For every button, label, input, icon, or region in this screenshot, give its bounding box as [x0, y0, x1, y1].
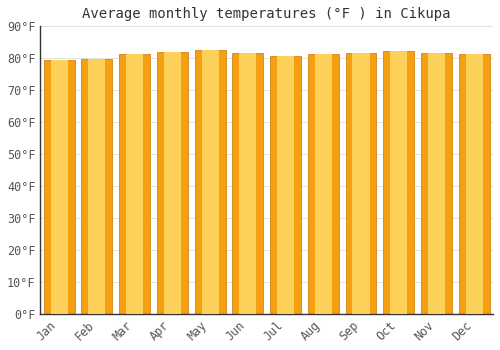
Bar [428, 54, 445, 314]
Bar [240, 53, 256, 314]
Bar [390, 51, 407, 314]
Bar [157, 52, 188, 314]
Bar [346, 54, 376, 314]
Bar [164, 52, 181, 314]
Bar [277, 56, 294, 314]
Bar [466, 54, 482, 314]
Bar [82, 59, 112, 314]
Bar [202, 50, 218, 314]
Bar [44, 60, 74, 314]
Bar [270, 56, 301, 314]
Bar [352, 54, 370, 314]
Bar [384, 51, 414, 314]
Bar [194, 50, 226, 314]
Bar [315, 54, 332, 314]
Bar [126, 54, 143, 314]
Bar [88, 59, 106, 314]
Bar [119, 54, 150, 314]
Bar [232, 53, 264, 314]
Bar [50, 60, 68, 314]
Bar [421, 54, 452, 314]
Title: Average monthly temperatures (°F ) in Cikupa: Average monthly temperatures (°F ) in Ci… [82, 7, 451, 21]
Bar [458, 54, 490, 314]
Bar [308, 54, 338, 314]
